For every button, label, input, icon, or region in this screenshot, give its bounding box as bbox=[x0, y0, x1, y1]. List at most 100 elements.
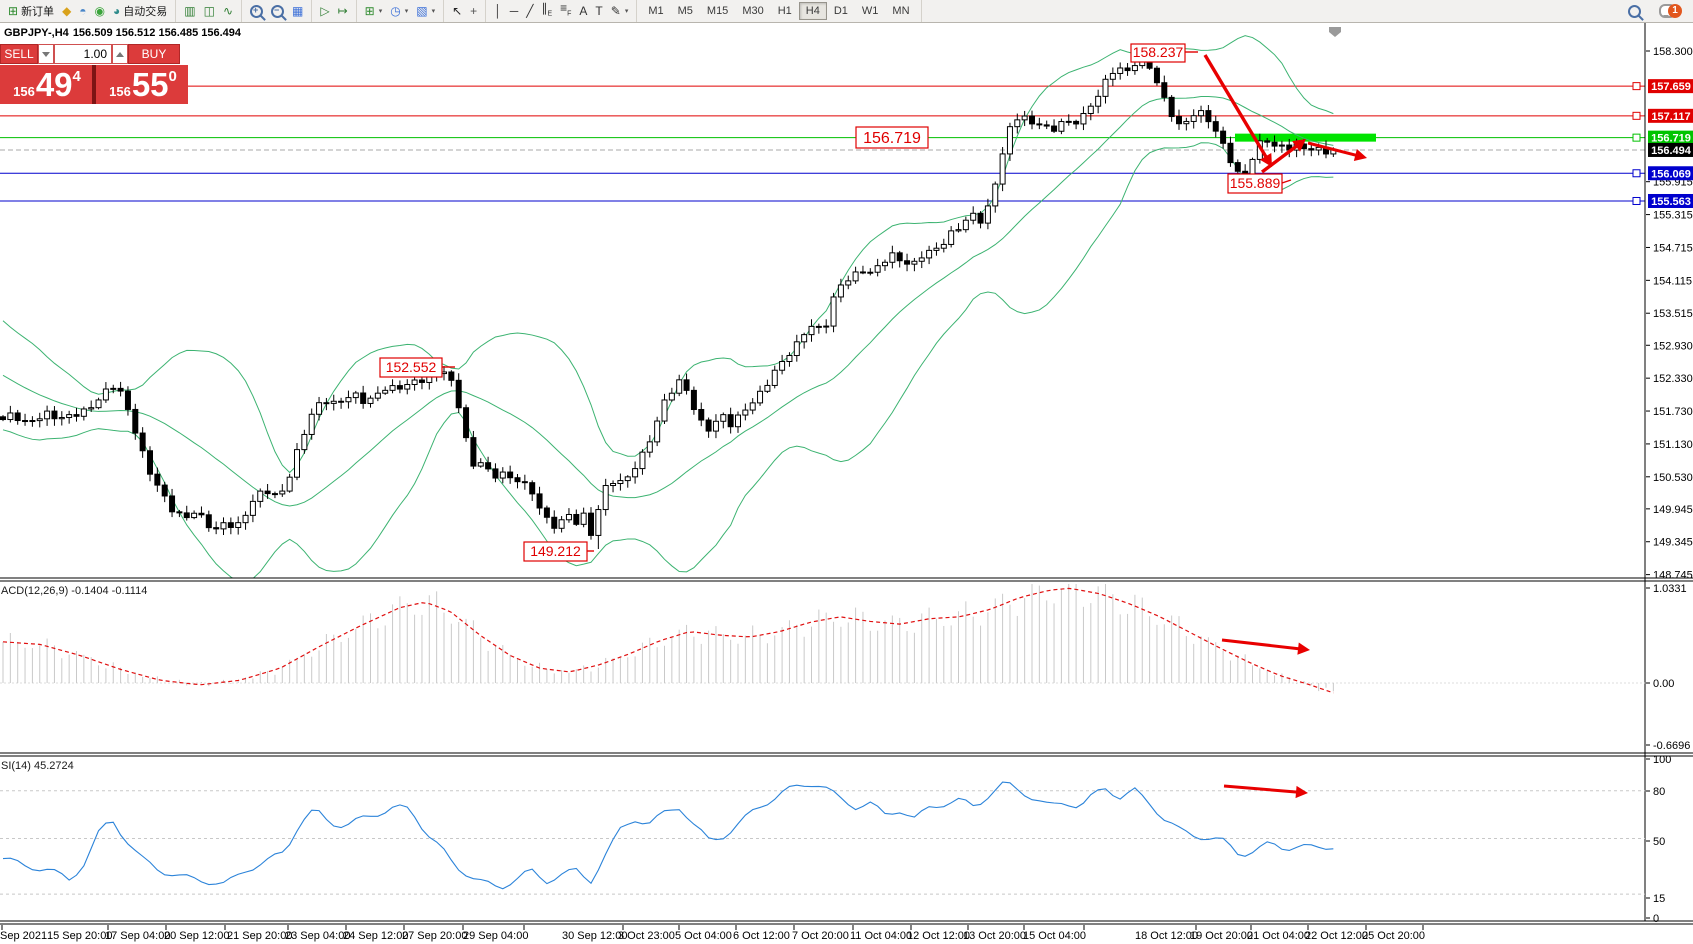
tab-timeframe-M15[interactable]: M15 bbox=[700, 2, 735, 20]
chart-shift-icon: ↦ bbox=[337, 3, 348, 18]
time-label: 25 Oct 20:00 bbox=[1362, 930, 1425, 942]
tile-windows-icon: ▦ bbox=[292, 3, 304, 18]
crosshair-button[interactable]: + bbox=[466, 3, 481, 20]
price-line-label bbox=[1648, 79, 1693, 94]
toolbar-group: + − ▦ bbox=[242, 0, 313, 22]
sell-price-display[interactable]: 156 49 4 bbox=[13, 66, 81, 103]
autotrading-button[interactable]: ◕ 自动交易 bbox=[109, 1, 171, 21]
arrow-head bbox=[1292, 139, 1306, 152]
line-end-marker[interactable] bbox=[1632, 111, 1641, 120]
fibonacci-icon: ≡F bbox=[560, 0, 572, 18]
toolbar-right: 1 bbox=[1624, 1, 1693, 21]
time-label: Sep 2021 bbox=[0, 930, 47, 942]
price-line-label-text: 156.069 bbox=[1651, 168, 1691, 180]
zoom-out-button[interactable]: − bbox=[267, 3, 288, 20]
rsi-axis-label: 50 bbox=[1653, 836, 1665, 848]
price-lines-layer[interactable] bbox=[0, 85, 1645, 202]
bar-chart-icon: ▥ bbox=[184, 3, 196, 18]
autoscroll-button[interactable]: ▷ bbox=[316, 3, 333, 20]
text-label-button[interactable]: T bbox=[591, 3, 606, 20]
trendline-button[interactable]: ╱ bbox=[522, 3, 537, 20]
annotation-price-label[interactable] bbox=[379, 357, 443, 378]
line-end-marker[interactable] bbox=[1632, 82, 1641, 91]
notifications-button[interactable]: 1 bbox=[1655, 1, 1685, 21]
price-line-label bbox=[1648, 193, 1693, 208]
zoom-out-icon: − bbox=[271, 4, 285, 18]
time-label: 20 Sep 12:00 bbox=[164, 930, 229, 942]
chart-shift-marker[interactable] bbox=[1329, 27, 1341, 37]
line-chart-button[interactable]: ∿ bbox=[219, 3, 237, 20]
tab-timeframe-M5[interactable]: M5 bbox=[671, 2, 700, 20]
channel-button[interactable]: ∥E bbox=[537, 0, 556, 22]
pane-frames bbox=[0, 23, 1693, 925]
buy-button[interactable]: BUY bbox=[128, 44, 180, 64]
green-support-zone[interactable] bbox=[1235, 133, 1376, 142]
time-label: 12 Oct 12:00 bbox=[907, 930, 970, 942]
down-arrow-icon bbox=[42, 51, 50, 61]
annotations-layer[interactable]: 158.237 156.719 155.889 152.552 149.212 bbox=[379, 27, 1367, 799]
axis-tick-label: 151.730 bbox=[1653, 406, 1693, 418]
candles-layer bbox=[0, 51, 1337, 550]
fibonacci-button[interactable]: ≡F bbox=[556, 0, 575, 22]
axis-tick-label: 153.515 bbox=[1653, 308, 1693, 320]
chevron-down-icon: ▾ bbox=[624, 8, 629, 15]
tile-windows-button[interactable]: ▦ bbox=[288, 3, 307, 20]
time-label: 29 Sep 04:00 bbox=[463, 930, 528, 942]
channel-icon: ∥E bbox=[541, 0, 553, 18]
trend-arrow[interactable] bbox=[1221, 638, 1305, 651]
annotation-price-label[interactable] bbox=[855, 126, 929, 149]
community-icon[interactable]: ◓ bbox=[75, 3, 90, 20]
horizontal-line-button[interactable]: ─ bbox=[506, 3, 523, 20]
periods-button[interactable]: ◷ ▾ bbox=[386, 3, 412, 20]
cursor-button[interactable]: ↖ bbox=[448, 3, 466, 20]
tab-timeframe-H1[interactable]: H1 bbox=[771, 2, 799, 20]
search-button[interactable] bbox=[1624, 3, 1645, 20]
timeframe-group: M1 M5 M15 M30 H1 H4 D1 W1 MN bbox=[637, 0, 922, 22]
line-end-marker[interactable] bbox=[1632, 196, 1641, 205]
text-button[interactable]: A bbox=[575, 3, 591, 20]
vertical-line-button[interactable]: │ bbox=[490, 3, 506, 20]
indicators-button[interactable]: ⊞ ▾ bbox=[361, 3, 387, 20]
tab-timeframe-H4[interactable]: H4 bbox=[798, 2, 827, 20]
trend-arrow[interactable] bbox=[1203, 54, 1271, 163]
trend-arrow[interactable] bbox=[1260, 141, 1303, 174]
ohlc-values: 156.509 156.512 156.485 156.494 bbox=[72, 27, 242, 39]
annotation-price-label[interactable] bbox=[1227, 173, 1283, 194]
price-line-label-text: 157.659 bbox=[1651, 81, 1691, 93]
volume-input[interactable] bbox=[54, 44, 112, 64]
axis-tick-label: 151.130 bbox=[1653, 439, 1693, 451]
tab-timeframe-M1[interactable]: M1 bbox=[641, 2, 670, 20]
trend-arrow[interactable] bbox=[1223, 784, 1303, 794]
price-divider bbox=[92, 65, 96, 104]
buy-price-display[interactable]: 156 55 0 bbox=[109, 66, 177, 103]
sell-button[interactable]: SELL bbox=[0, 44, 38, 64]
bar-chart-button[interactable]: ▥ bbox=[180, 3, 199, 20]
volume-decrease-button[interactable] bbox=[38, 44, 54, 64]
tab-timeframe-M30[interactable]: M30 bbox=[735, 2, 770, 20]
trend-arrow[interactable] bbox=[1307, 141, 1362, 158]
signals-icon[interactable]: ◉ bbox=[91, 3, 109, 20]
new-order-button[interactable]: ⊞ 新订单 bbox=[4, 1, 58, 21]
tab-timeframe-W1[interactable]: W1 bbox=[855, 2, 886, 20]
volume-increase-button[interactable] bbox=[112, 44, 128, 64]
annotation-price-text: 158.237 bbox=[1133, 44, 1184, 60]
toolbar-group: ⊞ 新订单 ◆ ◓ ◉ ◕ 自动交易 bbox=[0, 0, 177, 22]
annotation-price-label[interactable] bbox=[1130, 43, 1186, 63]
bollinger-middle-band bbox=[2, 96, 1334, 507]
templates-button[interactable]: ▧ ▾ bbox=[412, 3, 439, 20]
signals-icon: ◉ bbox=[94, 3, 106, 18]
candlestick-chart-button[interactable]: ◫ bbox=[200, 3, 219, 20]
line-end-marker[interactable] bbox=[1632, 169, 1641, 178]
gold-watch-icon[interactable]: ◆ bbox=[58, 3, 75, 20]
arrows-button[interactable]: ✎ ▾ bbox=[607, 3, 633, 20]
chart-shift-button[interactable]: ↦ bbox=[334, 3, 352, 20]
tab-timeframe-MN[interactable]: MN bbox=[885, 2, 916, 20]
zoom-in-button[interactable]: + bbox=[246, 3, 267, 20]
rsi-axis-label: 100 bbox=[1653, 754, 1671, 766]
line-end-marker[interactable] bbox=[1632, 133, 1641, 142]
tab-timeframe-D1[interactable]: D1 bbox=[827, 2, 855, 20]
annotation-price-label[interactable] bbox=[523, 541, 588, 562]
